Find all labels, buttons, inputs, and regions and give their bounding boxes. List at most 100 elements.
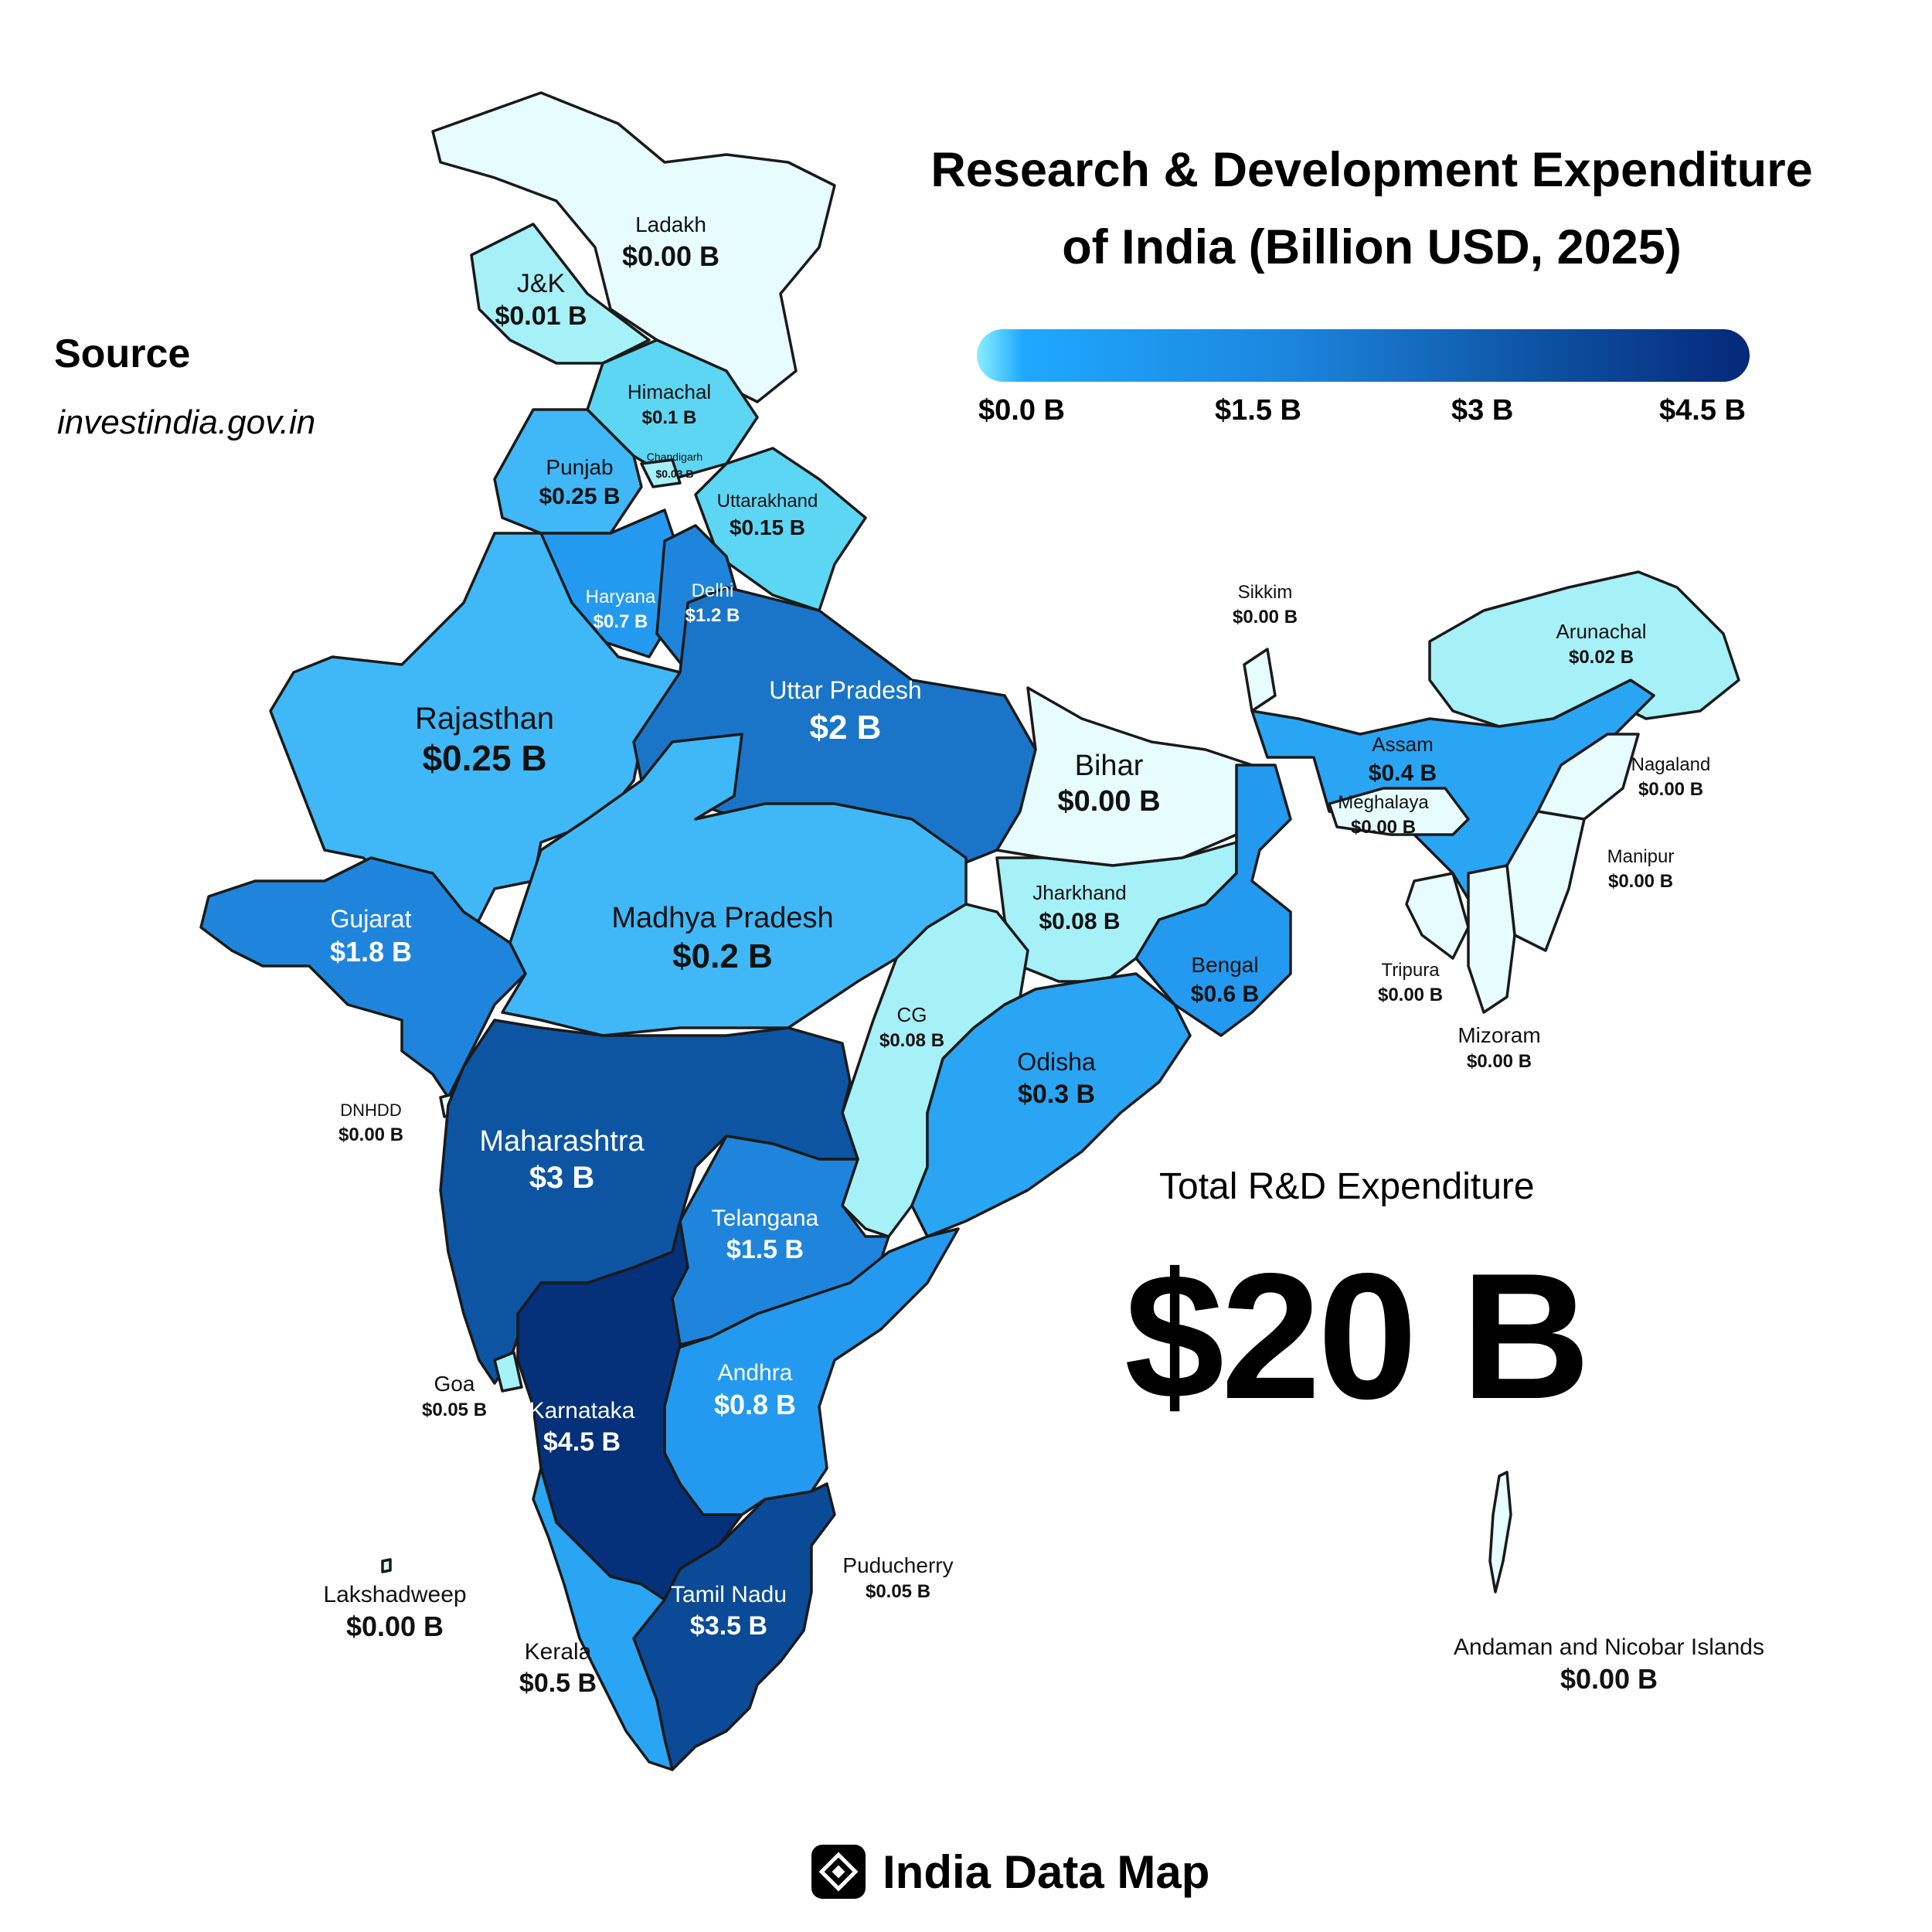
region-name-uttar-pradesh: Uttar Pradesh [769,676,921,704]
region-value-arunachal: $0.02 B [1569,647,1634,668]
region-value-punjab: $0.25 B [539,484,620,509]
region-value-ladakh: $0.00 B [622,240,719,272]
region-ladakh [431,91,836,403]
region-gujarat [199,856,527,1099]
region-value-assam: $0.4 B [1369,760,1437,786]
region-uttarakhand [694,447,867,612]
region-name-nagaland: Nagaland [1631,754,1711,775]
region-value-dnhdd: $0.00 B [338,1124,403,1145]
region-bengal [1134,764,1292,1037]
region-value-andhra: $0.8 B [714,1389,796,1420]
region-value-odisha: $0.3 B [1018,1080,1095,1109]
region-name-uttarakhand: Uttarakhand [717,491,818,512]
legend-tick-2: $3 B [1451,394,1514,427]
region-name-himachal: Himachal [628,380,711,403]
region-value-tripura: $0.00 B [1378,985,1443,1005]
legend-tick-0: $0.0 B [978,394,1065,427]
region-value-meghalaya: $0.00 B [1351,817,1416,838]
region-value-uttar-pradesh: $2 B [810,709,882,747]
region-value-telangana: $1.5 B [726,1235,804,1264]
region-value-puducherry: $0.05 B [866,1581,930,1602]
region-name-gujarat: Gujarat [331,905,412,933]
region-chandigarh [640,458,682,488]
map-title-line-1: Research & Development Expenditure [930,143,1813,197]
region-name-arunachal: Arunachal [1556,620,1646,643]
region-value-bengal: $0.6 B [1191,981,1259,1007]
region-name-andhra: Andhra [718,1360,793,1386]
region-value-haryana: $0.7 B [594,611,648,632]
region-name-rajasthan: Rajasthan [415,702,554,736]
region-tripura [1405,872,1470,960]
brand-name: India Data Map [883,1845,1210,1898]
region-name-telangana: Telangana [712,1206,819,1231]
region-odisha [910,972,1192,1238]
region-name-andaman-nicobar: Andaman and Nicobar Islands [1454,1634,1764,1660]
region-name-karnataka: Karnataka [529,1398,635,1423]
region-name-tripura: Tripura [1381,960,1440,981]
legend-tick-1: $1.5 B [1215,394,1301,427]
region-name-puducherry: Puducherry [842,1553,953,1577]
region-name-bihar: Bihar [1075,750,1144,782]
region-meghalaya [1328,787,1470,836]
legend-tick-3: $4.5 B [1659,394,1746,427]
region-value-maharashtra: $3 B [529,1161,595,1195]
region-value-rajasthan: $0.25 B [422,738,546,778]
region-name-manipur: Manipur [1607,846,1675,867]
region-value-lakshadweep: $0.00 B [346,1611,444,1642]
region-name-jharkhand: Jharkhand [1032,881,1126,904]
region-value-tamil-nadu: $3.5 B [690,1611,767,1641]
region-value-kerala: $0.5 B [519,1668,597,1698]
region-name-dnhdd: DNHDD [340,1100,401,1120]
region-value-jharkhand: $0.08 B [1039,909,1120,934]
region-name-chandigarh: Chandigarh [647,451,702,463]
region-lakshadweep [381,1558,392,1573]
region-value-chandigarh: $0.03 B [655,468,693,480]
region-sikkim [1243,648,1277,713]
region-value-goa: $0.05 B [422,1400,487,1420]
region-value-gujarat: $1.8 B [330,936,412,968]
map-title: Research & Development Expenditure of In… [889,131,1855,286]
region-value-delhi: $1.2 B [685,605,740,626]
region-name-goa: Goa [434,1372,475,1396]
region-name-kerala: Kerala [525,1639,592,1665]
brand: India Data Map [811,1843,1209,1900]
region-value-madhya-pradesh: $0.2 B [672,937,773,975]
region-value-mizoram: $0.00 B [1467,1051,1532,1072]
diamond-pin-icon [811,1845,866,1899]
region-name-jk: J&K [517,269,566,298]
region-name-mizoram: Mizoram [1458,1023,1540,1047]
region-mizoram [1467,864,1516,1014]
map-title-line-2: of India (Billion USD, 2025) [1062,220,1682,274]
region-value-bihar: $0.00 B [1057,785,1160,818]
region-goa [493,1351,523,1393]
total-value: $20 B [1124,1236,1590,1437]
region-value-uttarakhand: $0.15 B [730,515,805,539]
region-name-punjab: Punjab [546,455,613,479]
region-andaman-nicobar [1488,1471,1512,1594]
region-name-delhi: Delhi [692,580,734,601]
region-name-lakshadweep: Lakshadweep [323,1582,466,1607]
region-name-maharashtra: Maharashtra [479,1125,645,1158]
source-heading: Source [54,332,191,376]
region-name-odisha: Odisha [1017,1048,1096,1076]
region-value-karnataka: $4.5 B [543,1427,621,1457]
region-name-sikkim: Sikkim [1238,582,1293,603]
region-name-meghalaya: Meghalaya [1338,792,1429,813]
source-value: investindia.gov.in [57,403,316,441]
region-name-chhattisgarh: CG [897,1003,927,1026]
region-value-nagaland: $0.00 B [1638,779,1703,800]
region-value-jk: $0.01 B [495,301,587,331]
region-name-tamil-nadu: Tamil Nadu [671,1582,787,1607]
region-kerala [532,1467,674,1771]
region-name-bengal: Bengal [1191,953,1258,977]
region-name-ladakh: Ladakh [635,213,706,236]
region-value-himachal: $0.1 B [642,407,697,428]
region-name-assam: Assam [1372,733,1433,756]
region-value-andaman-nicobar: $0.00 B [1560,1663,1658,1695]
color-scale-bar [977,329,1750,382]
region-arunachal [1428,570,1740,728]
region-name-haryana: Haryana [586,587,656,607]
total-label: Total R&D Expenditure [1159,1166,1535,1207]
region-value-chhattisgarh: $0.08 B [879,1030,944,1051]
